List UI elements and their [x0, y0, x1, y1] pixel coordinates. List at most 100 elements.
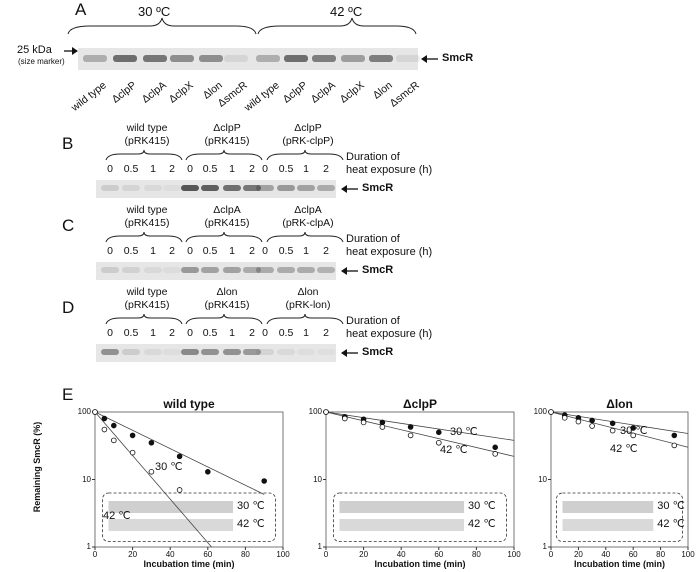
y-tick-label: 1 — [317, 542, 322, 551]
band-label-a: SmcR — [442, 52, 474, 64]
duration-label-2: heat exposure (h) — [346, 164, 433, 176]
data-point-30c — [671, 432, 678, 439]
blot-panel_c — [96, 262, 336, 280]
y-tick-label: 10 — [82, 474, 91, 484]
data-point-30c — [379, 419, 386, 426]
strain-name: wild type — [126, 204, 168, 216]
time-label: 0.5 — [278, 327, 294, 339]
time-label: 0 — [107, 163, 113, 175]
time-label: 2 — [249, 245, 255, 257]
time-label: 1 — [303, 245, 309, 257]
band-lane — [122, 349, 140, 355]
time-label: 0 — [107, 245, 113, 257]
time-label: 0 — [262, 163, 268, 175]
strain-label: wild type (pRK415) — [107, 286, 187, 312]
series-label-30: 30 ℃ — [155, 461, 183, 473]
data-point-42c — [407, 432, 414, 439]
series-label-42: 42 ℃ — [103, 510, 131, 522]
x-tick-label: 0 — [548, 550, 554, 559]
strain-name: ΔclpP — [213, 122, 241, 134]
plot-title: ΔclpP — [403, 397, 437, 411]
temp-42-label: 42 ºC — [330, 4, 363, 19]
fit-line — [94, 411, 212, 548]
group-brackets — [105, 149, 344, 161]
strain-plasmid: (pRK-clpA) — [282, 217, 334, 229]
time-label: 1 — [150, 245, 156, 257]
band-label: SmcR — [362, 264, 394, 276]
data-point-30c — [261, 478, 268, 484]
x-tick-label: 80 — [656, 550, 666, 559]
inset-label-42: 42 ℃ — [657, 518, 685, 530]
band-arrow — [341, 185, 358, 193]
strain-name: wild type — [126, 122, 168, 134]
y-tick-label: 10 — [538, 474, 547, 484]
fit-line — [325, 411, 515, 457]
x-tick-label: 40 — [396, 550, 406, 559]
data-point-42c — [360, 419, 367, 426]
time-label: 2 — [323, 327, 329, 339]
band-lane — [243, 349, 261, 355]
strain-name: Δlon — [297, 286, 319, 298]
inset-label-30: 30 ℃ — [657, 500, 685, 512]
band-a-lane — [199, 55, 223, 62]
inset-label-42: 42 ℃ — [468, 518, 496, 530]
data-point-30c — [176, 453, 183, 460]
data-point-30c — [111, 422, 117, 429]
size-marker-sub: (size marker) — [18, 57, 65, 66]
band-lane — [256, 349, 274, 355]
time-label: 1 — [150, 327, 156, 339]
time-label: 2 — [323, 245, 329, 257]
data-point-42c — [575, 418, 582, 425]
band-lane — [317, 185, 335, 191]
time-label: 0 — [262, 245, 268, 257]
group-brackets — [105, 313, 344, 325]
x-axis-label: Incubation time (min) — [374, 559, 466, 569]
data-point-30c — [341, 413, 348, 420]
duration-label-2: heat exposure (h) — [346, 328, 433, 340]
plot-title: Δlon — [606, 397, 633, 411]
band-label: SmcR — [362, 182, 394, 194]
time-label: 0.5 — [123, 327, 139, 339]
strain-plasmid: (pRK415) — [124, 299, 170, 311]
inset-blot-strip — [562, 519, 654, 531]
band-a-lane — [143, 55, 167, 62]
time-label: 0.5 — [123, 163, 139, 175]
strain-plasmid: (pRK-clpP) — [282, 135, 334, 147]
band-lane — [122, 267, 140, 273]
strain-plasmid: (pRK415) — [204, 217, 250, 229]
panel_b-letter: B — [62, 134, 74, 153]
data-point-42c — [101, 426, 108, 433]
band-a-lane — [256, 55, 280, 62]
data-point-30c — [360, 416, 367, 423]
band-lane — [144, 185, 162, 191]
inset-blot-strip — [339, 501, 465, 513]
data-point-42c — [148, 469, 155, 475]
time-label: 0.5 — [202, 163, 218, 175]
data-point-42c — [492, 451, 499, 457]
data-point-30c — [407, 424, 414, 430]
data-point-42c — [129, 449, 136, 456]
strain-label: Δlon (pRK415) — [187, 286, 267, 312]
strain-name: wild type — [126, 286, 168, 298]
x-axis-label: Incubation time (min) — [574, 559, 665, 569]
strain-plasmid: (pRK415) — [124, 217, 170, 229]
y-tick-label: 100 — [533, 407, 547, 416]
time-label: 2 — [169, 327, 175, 339]
band-a-lane — [284, 55, 308, 62]
duration-label: Duration of — [346, 151, 400, 163]
band-lane — [317, 267, 335, 273]
group-brackets — [105, 231, 344, 243]
data-point-30c — [435, 429, 442, 436]
band-a-lane — [341, 55, 365, 62]
strain-name: ΔclpA — [213, 204, 241, 216]
band-lane — [223, 267, 241, 273]
strain-name: Δlon — [216, 286, 238, 298]
data-point-42c — [561, 415, 568, 421]
inset-blot-strip — [562, 501, 654, 513]
temp-30-label: 30 ºC — [138, 4, 171, 19]
data-point-42c — [589, 423, 595, 429]
band-lane — [163, 349, 181, 355]
time-label: 1 — [303, 327, 309, 339]
time-label: 0 — [187, 245, 193, 257]
x-tick-label: 100 — [507, 550, 521, 559]
